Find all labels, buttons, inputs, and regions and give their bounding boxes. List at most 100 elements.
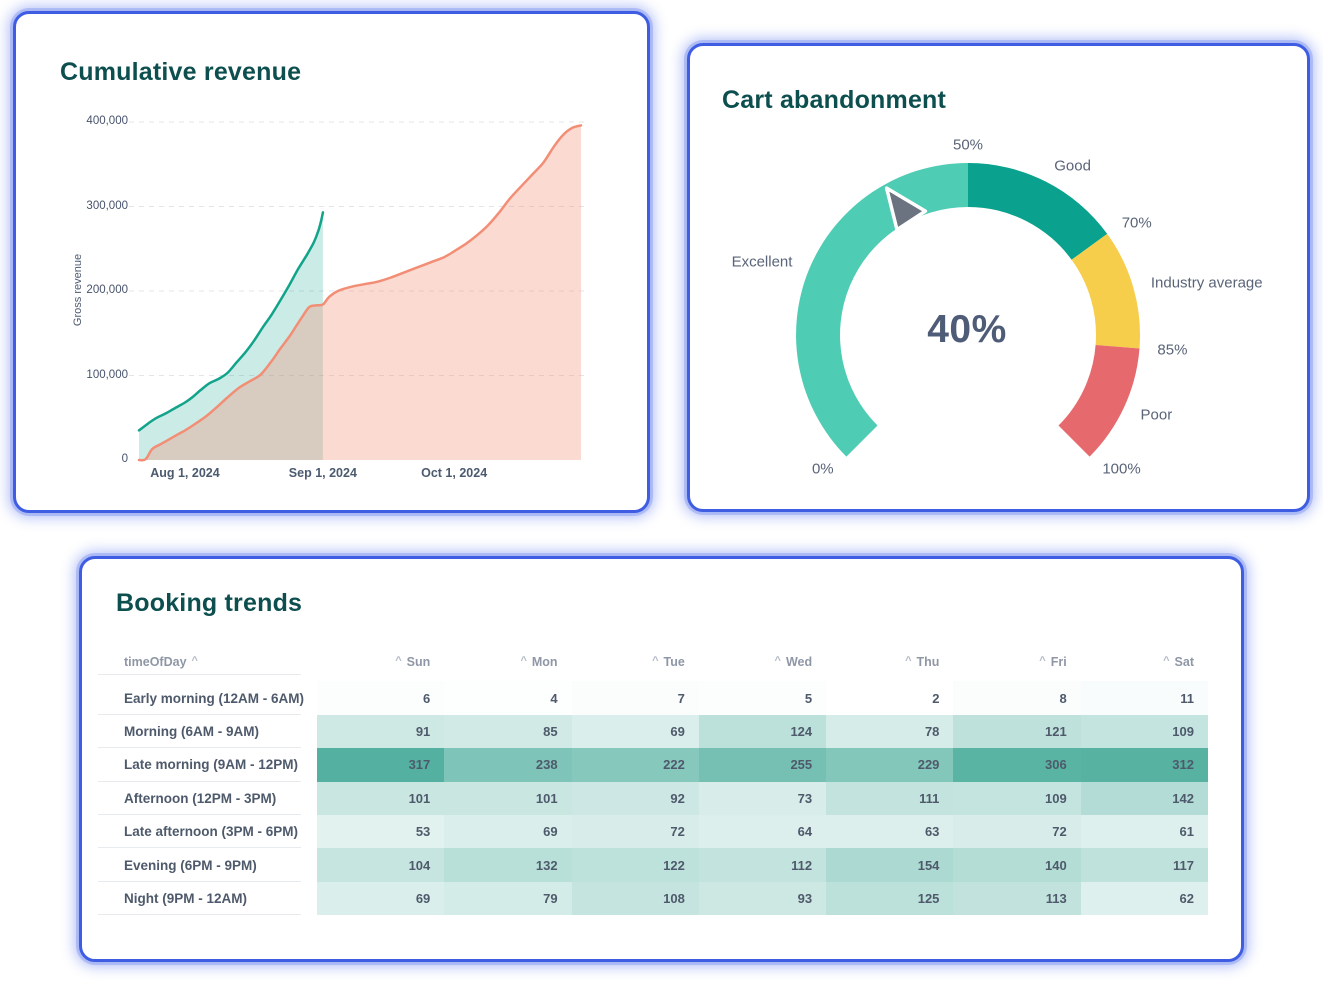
- heatmap-cell[interactable]: 238: [444, 748, 572, 782]
- gauge-tick-label: 85%: [1157, 341, 1188, 359]
- heatmap-cell[interactable]: 93: [698, 881, 827, 916]
- gauge-tick-label: 70%: [1121, 214, 1152, 232]
- row-label: Early morning (12AM - 6AM): [98, 681, 317, 716]
- heatmap-cell[interactable]: 91: [317, 714, 445, 749]
- heatmap-cell[interactable]: 111: [826, 781, 954, 815]
- column-header-mon[interactable]: ^ Mon: [444, 648, 571, 675]
- column-header-sat[interactable]: ^ Sat: [1081, 648, 1208, 675]
- sort-caret-icon: ^: [520, 654, 527, 667]
- heatmap-cell[interactable]: 317: [317, 748, 445, 782]
- row-label: Night (9PM - 12AM): [98, 882, 317, 916]
- heatmap-cell[interactable]: 64: [698, 814, 827, 849]
- heatmap-cell[interactable]: 53: [317, 814, 445, 849]
- sort-caret-icon: ^: [1039, 654, 1046, 667]
- card-cart-abandonment: Cart abandonment 0% 50% 70% 85% 100% Excellen…: [687, 43, 1310, 512]
- heatmap-cell[interactable]: 306: [953, 748, 1081, 782]
- heatmap-cell[interactable]: 2: [826, 681, 954, 715]
- column-header-label: Mon: [531, 654, 558, 669]
- y-tick-label: 100,000: [86, 368, 128, 381]
- heatmap-cell[interactable]: 11: [1080, 681, 1208, 715]
- heatmap-cell[interactable]: 72: [953, 814, 1081, 849]
- column-header-label: timeOfDay: [124, 654, 187, 669]
- heatmap-cell[interactable]: 113: [953, 881, 1081, 916]
- column-header-label: Wed: [785, 654, 813, 669]
- y-tick-label: 300,000: [86, 199, 128, 212]
- heatmap-cell[interactable]: 72: [571, 814, 699, 849]
- heatmap-cell[interactable]: 109: [953, 781, 1081, 815]
- gauge-tick-label: 50%: [952, 136, 984, 154]
- heatmap-cell[interactable]: 109: [1080, 714, 1208, 749]
- gauge-tick-label: 100%: [1102, 460, 1141, 478]
- gauge-segment-label: Poor: [1140, 406, 1173, 424]
- heatmap-cell[interactable]: 255: [698, 748, 827, 782]
- gauge-segment-label: Excellent: [731, 253, 793, 271]
- y-tick-label: 200,000: [86, 284, 128, 296]
- cumulative-revenue-area-chart[interactable]: [16, 14, 647, 510]
- heatmap-cell[interactable]: 121: [953, 714, 1081, 749]
- teal-series-area: [139, 212, 323, 460]
- heatmap-cell[interactable]: 4: [444, 681, 572, 715]
- heatmap-cell[interactable]: 85: [444, 714, 572, 749]
- heatmap-cell[interactable]: 69: [444, 814, 572, 849]
- heatmap-cell[interactable]: 132: [444, 848, 572, 882]
- card-cumulative-revenue: Cumulative revenue 400,000 300,000 200,000…: [13, 11, 650, 513]
- cart-abandonment-gauge[interactable]: [690, 46, 1307, 509]
- heatmap-cell[interactable]: 125: [826, 881, 954, 916]
- card-booking-trends: Booking trends timeOfDay ^ ^ Sun ^ Mon ^ Tue ^ We…: [79, 556, 1244, 962]
- heatmap-cell[interactable]: 117: [1080, 848, 1208, 882]
- heatmap-cell[interactable]: 69: [317, 881, 445, 916]
- heatmap-cell[interactable]: 101: [444, 781, 572, 815]
- gauge-value: 40%: [927, 308, 1007, 351]
- y-tick-label: 400,000: [86, 115, 128, 127]
- heatmap-cell[interactable]: 122: [571, 848, 699, 882]
- booking-trends-title: Booking trends: [116, 589, 303, 617]
- heatmap-cell[interactable]: 104: [317, 848, 445, 882]
- heatmap-cell[interactable]: 222: [571, 748, 699, 782]
- orange-series-area: [139, 125, 581, 461]
- heatmap-cell[interactable]: 229: [826, 748, 954, 782]
- column-header-tue[interactable]: ^ Tue: [572, 648, 699, 675]
- heatmap-cell[interactable]: 140: [953, 848, 1081, 882]
- heatmap-cell[interactable]: 79: [444, 881, 572, 916]
- column-header-timeofday[interactable]: timeOfDay ^: [98, 648, 317, 675]
- heatmap-cell[interactable]: 112: [698, 848, 827, 882]
- heatmap-cell[interactable]: 154: [826, 848, 954, 882]
- sort-caret-icon: ^: [652, 654, 659, 667]
- cumulative-revenue-title: Cumulative revenue: [60, 58, 302, 86]
- column-header-wed[interactable]: ^ Wed: [699, 648, 826, 675]
- heatmap-cell[interactable]: 5: [698, 681, 827, 715]
- column-header-label: Sun: [406, 654, 431, 669]
- heatmap-cell[interactable]: 108: [571, 881, 699, 916]
- heatmap-cell[interactable]: 61: [1080, 814, 1208, 849]
- gauge-segment-industry-average: [1071, 233, 1141, 349]
- heatmap-cell[interactable]: 7: [571, 681, 699, 715]
- heatmap-cell[interactable]: 142: [1080, 781, 1208, 815]
- gauge-segment-poor: [1058, 345, 1140, 457]
- gauge-segment-label: Good: [1054, 157, 1091, 175]
- heatmap-cell[interactable]: 63: [826, 814, 954, 849]
- x-tick-label: Oct 1, 2024: [421, 466, 488, 480]
- sort-caret-icon: ^: [395, 654, 402, 667]
- cart-abandonment-title: Cart abandonment: [722, 86, 947, 114]
- orange-series-line: [137, 124, 583, 462]
- heatmap-cell[interactable]: 101: [317, 781, 445, 815]
- heatmap-cell[interactable]: 124: [698, 714, 827, 749]
- row-label: Late morning (9AM - 12PM): [98, 748, 317, 782]
- row-label: Evening (6PM - 9PM): [98, 848, 317, 883]
- heatmap-cell[interactable]: 92: [571, 781, 699, 815]
- column-header-fri[interactable]: ^ Fri: [953, 648, 1080, 675]
- heatmap-cell[interactable]: 69: [571, 714, 699, 749]
- heatmap-cell[interactable]: 78: [826, 714, 954, 749]
- column-header-thu[interactable]: ^ Thu: [826, 648, 953, 675]
- heatmap-cell[interactable]: 312: [1080, 748, 1208, 782]
- teal-series-line: [137, 211, 325, 432]
- heatmap-cell[interactable]: 8: [953, 681, 1081, 715]
- heatmap-cell[interactable]: 6: [317, 681, 445, 715]
- gauge-segment-good: [968, 163, 1108, 260]
- column-header-sun[interactable]: ^ Sun: [317, 648, 444, 675]
- column-header-label: Thu: [916, 654, 940, 669]
- heatmap-cell[interactable]: 73: [698, 781, 827, 815]
- heatmap-cell[interactable]: 62: [1080, 881, 1208, 916]
- sort-caret-icon: ^: [191, 654, 198, 667]
